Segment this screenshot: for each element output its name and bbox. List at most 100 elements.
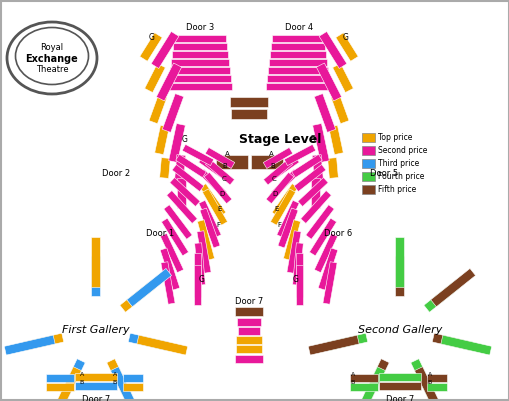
Text: E: E <box>274 206 278 212</box>
Polygon shape <box>332 63 353 93</box>
Polygon shape <box>316 63 341 101</box>
Polygon shape <box>283 220 300 260</box>
Polygon shape <box>292 243 303 285</box>
Text: Third price: Third price <box>377 159 418 168</box>
Polygon shape <box>267 75 328 81</box>
FancyBboxPatch shape <box>361 133 374 142</box>
Text: E: E <box>217 206 222 212</box>
Polygon shape <box>414 367 443 401</box>
Polygon shape <box>177 178 186 208</box>
Polygon shape <box>46 374 74 382</box>
Polygon shape <box>440 335 491 355</box>
Polygon shape <box>163 205 192 239</box>
Polygon shape <box>296 265 303 305</box>
Polygon shape <box>199 156 227 180</box>
Polygon shape <box>145 63 165 93</box>
Polygon shape <box>287 231 300 273</box>
FancyBboxPatch shape <box>361 159 374 168</box>
Text: Fourth price: Fourth price <box>377 172 423 181</box>
Polygon shape <box>128 333 168 351</box>
Polygon shape <box>237 318 261 326</box>
Polygon shape <box>197 220 214 260</box>
Polygon shape <box>271 169 298 197</box>
Polygon shape <box>312 124 329 162</box>
Polygon shape <box>394 237 404 287</box>
Polygon shape <box>426 374 446 382</box>
Polygon shape <box>430 268 475 307</box>
Text: A: A <box>224 151 229 157</box>
Polygon shape <box>355 367 385 401</box>
Polygon shape <box>91 237 100 287</box>
Text: G: G <box>343 34 348 43</box>
Text: B: B <box>80 381 84 385</box>
Polygon shape <box>175 154 206 178</box>
Text: Door 5: Door 5 <box>369 170 398 178</box>
Polygon shape <box>236 345 262 353</box>
FancyBboxPatch shape <box>361 172 374 181</box>
Polygon shape <box>291 154 322 178</box>
Text: Theatre: Theatre <box>36 65 68 73</box>
Polygon shape <box>123 374 143 382</box>
Polygon shape <box>269 51 325 57</box>
Polygon shape <box>312 155 323 185</box>
Polygon shape <box>136 335 187 355</box>
Polygon shape <box>182 144 213 166</box>
Polygon shape <box>349 374 377 382</box>
Polygon shape <box>235 306 263 316</box>
Text: F: F <box>276 222 280 228</box>
Polygon shape <box>250 155 282 169</box>
Polygon shape <box>168 75 231 81</box>
Polygon shape <box>51 367 81 401</box>
Polygon shape <box>120 280 156 312</box>
Polygon shape <box>266 83 329 89</box>
Polygon shape <box>266 172 293 204</box>
Polygon shape <box>194 253 201 297</box>
Text: Second Gallery: Second Gallery <box>357 325 441 335</box>
Text: A: A <box>268 151 273 157</box>
Polygon shape <box>161 218 188 256</box>
Polygon shape <box>194 243 205 285</box>
Polygon shape <box>426 383 446 391</box>
Polygon shape <box>174 34 225 41</box>
Text: A: A <box>112 371 117 377</box>
Polygon shape <box>174 155 185 185</box>
Polygon shape <box>202 189 227 225</box>
Text: F: F <box>216 222 219 228</box>
Text: Door 3: Door 3 <box>185 22 214 32</box>
Text: G: G <box>309 136 315 144</box>
Polygon shape <box>168 124 185 162</box>
Polygon shape <box>300 190 331 223</box>
Polygon shape <box>276 200 299 238</box>
Polygon shape <box>318 248 337 290</box>
Polygon shape <box>199 169 227 197</box>
Text: B: B <box>350 381 354 385</box>
Polygon shape <box>314 233 337 273</box>
Polygon shape <box>161 262 175 304</box>
Polygon shape <box>236 336 262 344</box>
Polygon shape <box>297 178 328 207</box>
Polygon shape <box>123 383 143 391</box>
Text: Door 7: Door 7 <box>385 395 413 401</box>
Text: Door 1: Door 1 <box>146 229 174 239</box>
Polygon shape <box>271 34 323 41</box>
Polygon shape <box>4 335 55 355</box>
Text: A: A <box>80 371 84 377</box>
Text: Second price: Second price <box>377 146 427 155</box>
Polygon shape <box>272 184 297 217</box>
Text: G: G <box>199 275 205 284</box>
Polygon shape <box>110 367 140 401</box>
Polygon shape <box>319 32 346 69</box>
Polygon shape <box>204 172 232 204</box>
Text: First Gallery: First Gallery <box>62 325 130 335</box>
Polygon shape <box>23 333 64 351</box>
Ellipse shape <box>15 28 89 85</box>
Polygon shape <box>349 383 377 391</box>
Polygon shape <box>173 43 227 49</box>
Text: Door 6: Door 6 <box>323 229 351 239</box>
Text: A: A <box>427 371 431 377</box>
Polygon shape <box>270 156 299 180</box>
Polygon shape <box>127 268 171 307</box>
Text: Door 7: Door 7 <box>235 296 263 306</box>
Polygon shape <box>263 159 292 185</box>
Polygon shape <box>311 178 320 208</box>
